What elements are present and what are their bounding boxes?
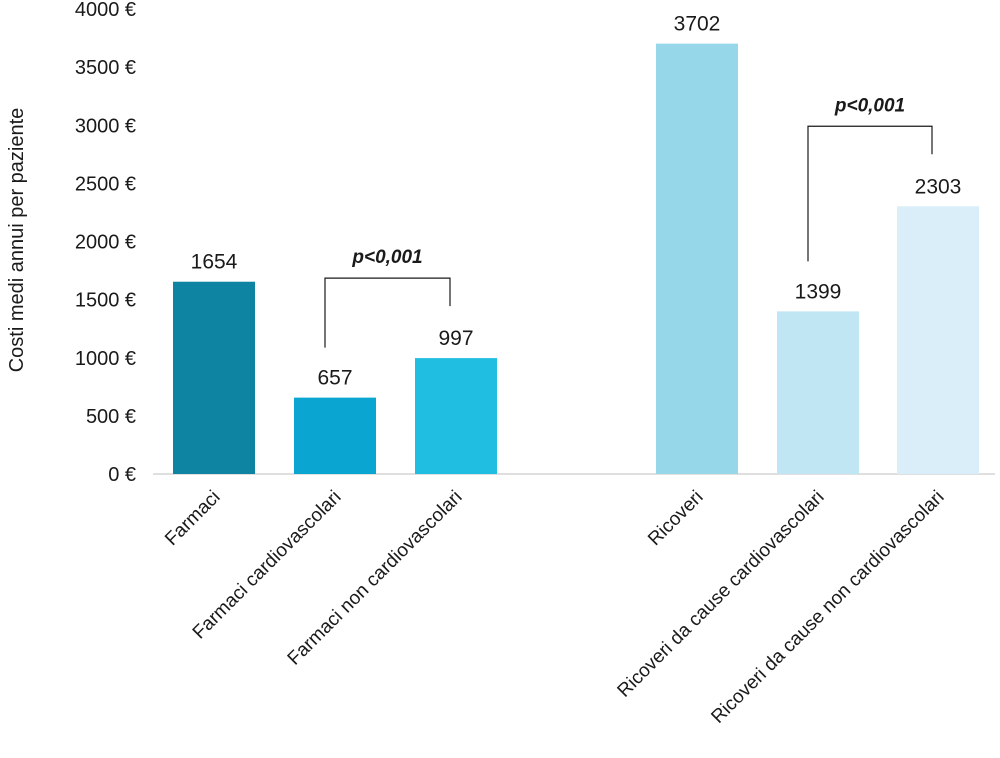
bar-value-label: 657	[317, 367, 352, 390]
category-label: Ricoveri da cause non cardiovascolari	[707, 487, 948, 728]
bar-value-label: 3702	[674, 13, 721, 36]
y-tick-label: 3000 €	[75, 115, 136, 137]
bar-3	[415, 358, 497, 474]
significance-label: p<0,001	[351, 247, 422, 268]
y-tick-label: 4000 €	[75, 0, 136, 21]
significance-bracket	[324, 277, 451, 348]
bar-value-label: 2303	[915, 175, 962, 198]
y-tick-label: 1500 €	[75, 290, 136, 312]
bar-value-label: 1399	[795, 280, 842, 303]
y-axis-label: Costi medi annui per paziente	[6, 108, 28, 373]
y-tick-label: 0 €	[108, 464, 136, 486]
y-tick-label: 2000 €	[75, 232, 136, 254]
significance-bracket	[807, 125, 933, 262]
y-tick-label: 3500 €	[75, 57, 136, 79]
bar-4	[656, 43, 738, 475]
category-label: Farmaci	[161, 487, 224, 550]
y-tick-label: 500 €	[86, 406, 136, 428]
significance-label: p<0,001	[834, 95, 905, 116]
y-tick-label: 2500 €	[75, 173, 136, 195]
bar-5	[777, 311, 859, 474]
bar-1	[173, 281, 255, 474]
bar-6	[897, 206, 979, 474]
category-label: Ricoveri	[644, 487, 707, 550]
bar-value-label: 997	[438, 327, 473, 350]
bar-2	[294, 397, 376, 474]
y-tick-label: 1000 €	[75, 348, 136, 370]
bar-value-label: 1654	[191, 251, 238, 274]
category-label: Ricoveri da cause cardiovascolari	[614, 487, 829, 702]
